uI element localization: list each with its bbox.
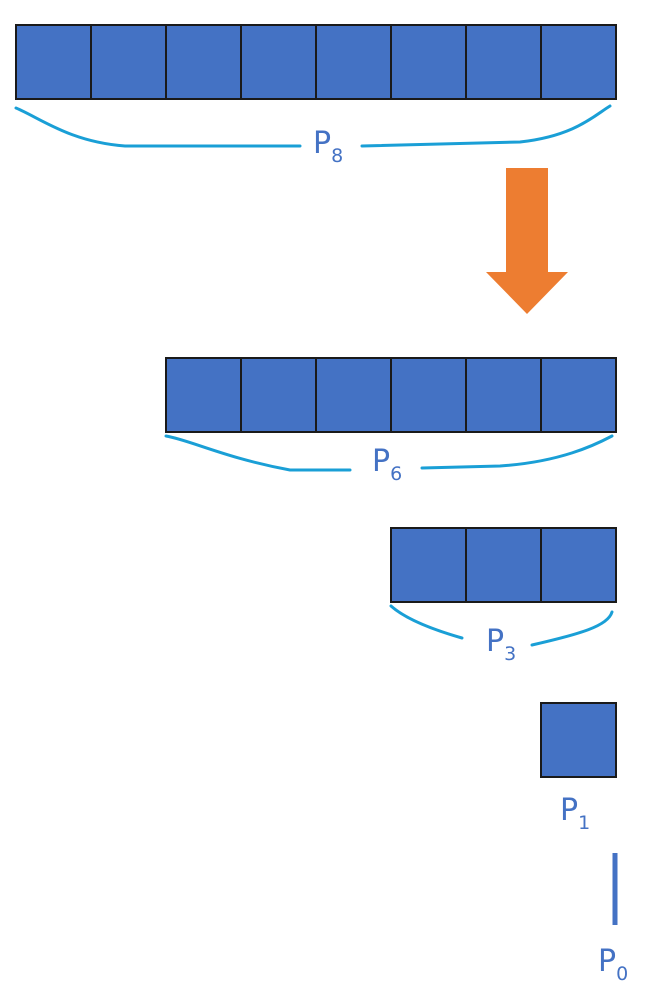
- row-p8: [15, 24, 617, 100]
- cell-p8-6: [390, 24, 467, 100]
- row-p6: [165, 357, 617, 433]
- brace-p3: [389, 604, 614, 647]
- cell-p8-4: [240, 24, 317, 100]
- cell-p6-6: [540, 357, 617, 433]
- cell-p6-2: [240, 357, 317, 433]
- down-arrow-icon: [486, 168, 568, 314]
- cell-p8-7: [465, 24, 542, 100]
- label-p0: P0: [598, 944, 628, 985]
- cell-p6-5: [465, 357, 542, 433]
- label-p8: P8: [313, 126, 343, 167]
- cell-p8-3: [165, 24, 242, 100]
- cell-p8-1: [15, 24, 92, 100]
- brace-p8: [14, 104, 612, 148]
- cell-p6-4: [390, 357, 467, 433]
- cell-p3-2: [465, 527, 542, 603]
- cell-p6-3: [315, 357, 392, 433]
- row-p1: [540, 702, 617, 778]
- brace-p6: [164, 434, 614, 472]
- label-p6: P6: [372, 444, 402, 485]
- cell-p8-5: [315, 24, 392, 100]
- label-p3: P3: [486, 624, 516, 665]
- row-p3: [390, 527, 617, 603]
- label-p1: P1: [560, 793, 590, 834]
- cell-p8-2: [90, 24, 167, 100]
- cell-p3-1: [390, 527, 467, 603]
- cell-p3-3: [540, 527, 617, 603]
- cell-p8-8: [540, 24, 617, 100]
- cell-p6-1: [165, 357, 242, 433]
- cell-p1-1: [540, 702, 617, 778]
